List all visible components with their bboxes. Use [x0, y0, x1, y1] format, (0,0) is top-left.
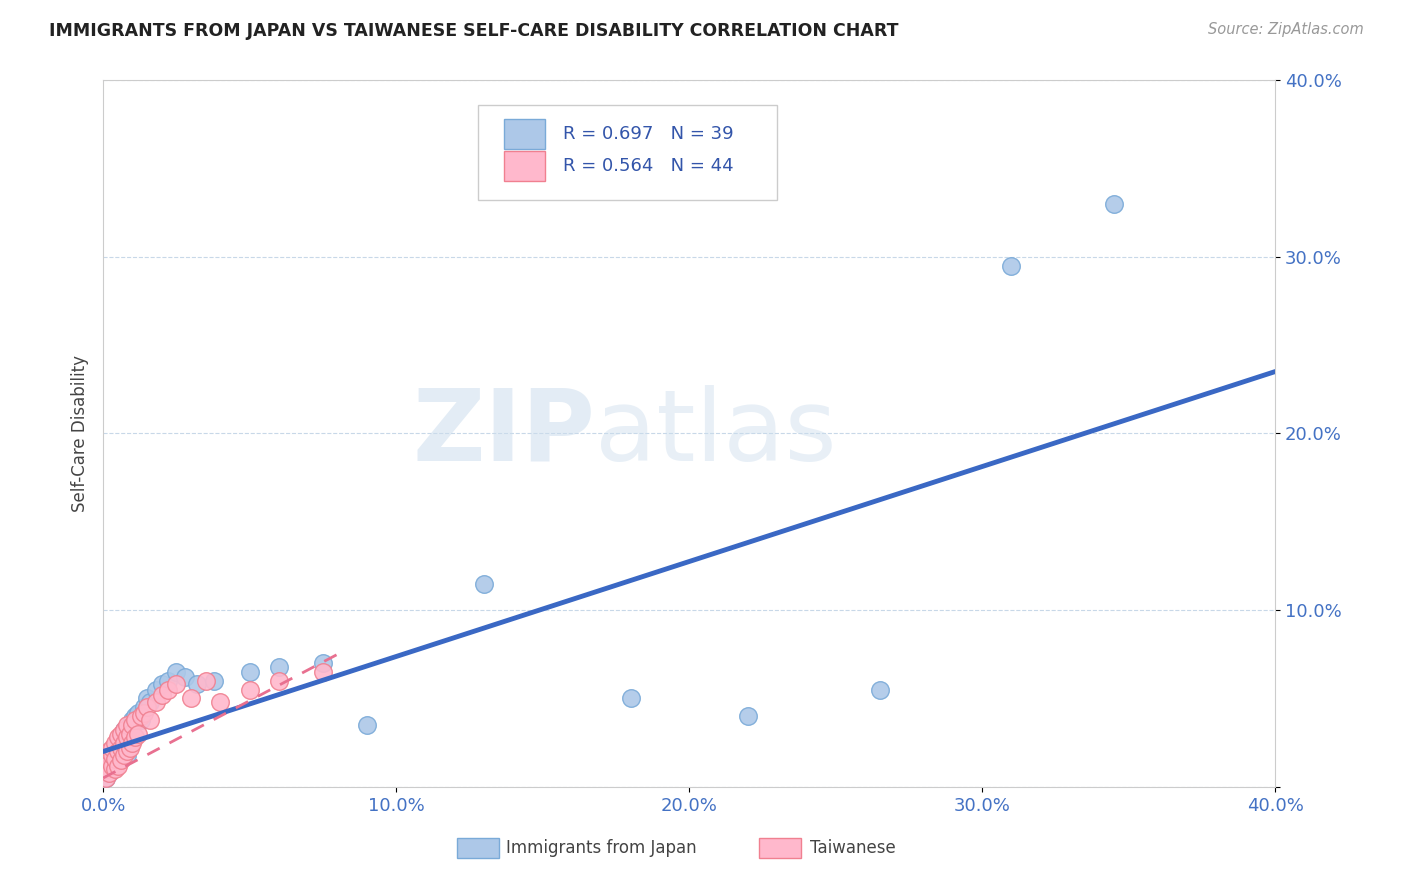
Point — [121, 713, 143, 727]
Y-axis label: Self-Care Disability: Self-Care Disability — [72, 355, 89, 512]
Point — [112, 723, 135, 738]
Point — [312, 656, 335, 670]
Point — [115, 731, 138, 745]
Point — [104, 736, 127, 750]
Point — [127, 706, 149, 720]
Point — [356, 718, 378, 732]
Text: Immigrants from Japan: Immigrants from Japan — [506, 839, 697, 857]
Point — [107, 744, 129, 758]
Text: IMMIGRANTS FROM JAPAN VS TAIWANESE SELF-CARE DISABILITY CORRELATION CHART: IMMIGRANTS FROM JAPAN VS TAIWANESE SELF-… — [49, 22, 898, 40]
Point — [194, 673, 217, 688]
Point — [98, 765, 121, 780]
Point — [869, 682, 891, 697]
Point — [107, 731, 129, 745]
Point — [150, 677, 173, 691]
Point — [98, 744, 121, 758]
Point — [110, 727, 132, 741]
Point — [101, 762, 124, 776]
Point — [107, 744, 129, 758]
Point — [101, 747, 124, 762]
Point — [94, 771, 117, 785]
Point — [239, 682, 262, 697]
Text: atlas: atlas — [595, 385, 837, 482]
Point — [104, 762, 127, 776]
FancyBboxPatch shape — [503, 119, 546, 149]
Text: ZIP: ZIP — [412, 385, 595, 482]
Point — [124, 731, 146, 745]
Point — [186, 677, 208, 691]
Point — [1000, 259, 1022, 273]
Point — [101, 758, 124, 772]
Point — [110, 741, 132, 756]
Point — [129, 709, 152, 723]
Point — [174, 670, 197, 684]
Point — [112, 747, 135, 762]
Point — [165, 665, 187, 679]
FancyBboxPatch shape — [478, 104, 778, 200]
Point — [145, 695, 167, 709]
Point — [127, 727, 149, 741]
Point — [209, 695, 232, 709]
Point — [267, 659, 290, 673]
Point — [115, 747, 138, 762]
Point — [156, 673, 179, 688]
Point — [239, 665, 262, 679]
Point — [104, 747, 127, 762]
Point — [110, 731, 132, 745]
Point — [136, 691, 159, 706]
Point — [267, 673, 290, 688]
Point — [115, 736, 138, 750]
Point — [129, 713, 152, 727]
Point — [180, 691, 202, 706]
Point — [737, 709, 759, 723]
Point — [112, 727, 135, 741]
Point — [121, 736, 143, 750]
Text: Source: ZipAtlas.com: Source: ZipAtlas.com — [1208, 22, 1364, 37]
Point — [165, 677, 187, 691]
Point — [112, 736, 135, 750]
Point — [134, 700, 156, 714]
Point — [145, 682, 167, 697]
Point — [94, 762, 117, 776]
Point — [112, 723, 135, 738]
Point — [118, 727, 141, 741]
Point — [118, 741, 141, 756]
Point — [118, 718, 141, 732]
Point — [104, 753, 127, 767]
Point — [204, 673, 226, 688]
Point — [139, 695, 162, 709]
Point — [150, 688, 173, 702]
Point — [1102, 196, 1125, 211]
Point — [107, 758, 129, 772]
Text: R = 0.697   N = 39: R = 0.697 N = 39 — [562, 125, 733, 143]
Point — [472, 576, 495, 591]
Point — [619, 691, 641, 706]
Point — [156, 682, 179, 697]
Point — [136, 700, 159, 714]
Point — [124, 713, 146, 727]
Point — [115, 744, 138, 758]
Point — [110, 753, 132, 767]
Text: R = 0.564   N = 44: R = 0.564 N = 44 — [562, 157, 733, 175]
Point — [101, 741, 124, 756]
Point — [121, 718, 143, 732]
Point — [139, 713, 162, 727]
Point — [110, 736, 132, 750]
Text: Taiwanese: Taiwanese — [810, 839, 896, 857]
FancyBboxPatch shape — [503, 152, 546, 181]
Point — [104, 751, 127, 765]
Point — [98, 753, 121, 767]
Point — [312, 665, 335, 679]
Point — [94, 771, 117, 785]
Point — [115, 718, 138, 732]
Point — [101, 758, 124, 772]
Point — [124, 709, 146, 723]
Point — [98, 765, 121, 780]
Point — [107, 741, 129, 756]
Point — [134, 706, 156, 720]
